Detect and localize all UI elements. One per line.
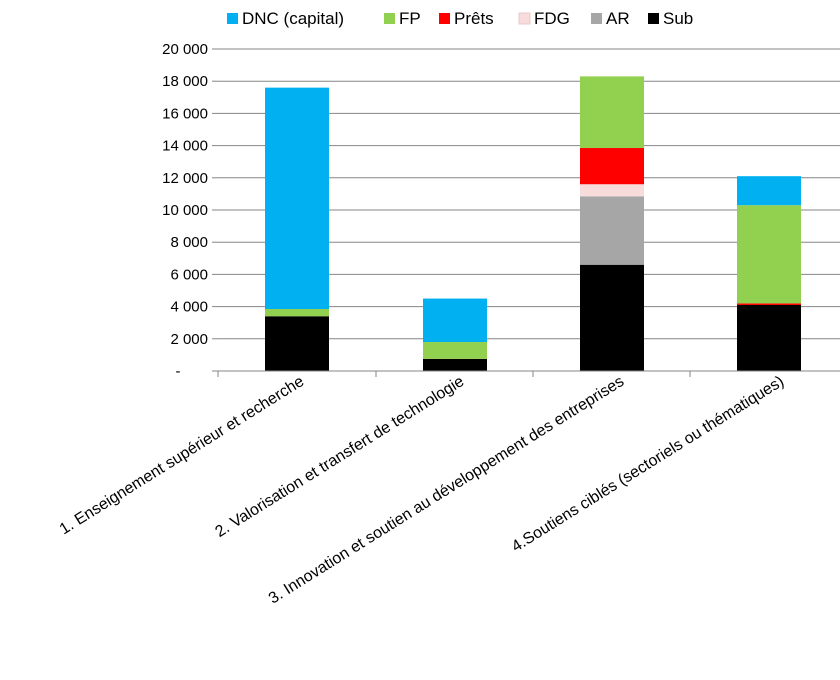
bar-segment-fp	[737, 205, 801, 304]
y-tick-label: 6 000	[170, 266, 208, 283]
y-tick-label: 16 000	[162, 105, 208, 122]
legend-label-prets: Prêts	[454, 9, 494, 28]
bar-segment-dnc-capital	[423, 298, 487, 343]
legend-label-fdg: FDG	[534, 9, 570, 28]
bar-segment-dnc-capital	[737, 176, 801, 206]
legend-label-sub: Sub	[663, 9, 693, 28]
y-tick-label: 8 000	[170, 234, 208, 251]
bar-segment-sub	[265, 316, 329, 371]
bar-segment-sub	[423, 358, 487, 371]
y-tick-label: 12 000	[162, 170, 208, 187]
bar-segment-fp	[423, 342, 487, 359]
legend-swatch-prets	[439, 13, 450, 24]
bar-segment-ar	[580, 196, 644, 265]
legend-label-ar: AR	[606, 9, 630, 28]
y-tick-label: 14 000	[162, 138, 208, 155]
x-axis-category-labels: 1. Enseignement supérieur et recherche2.…	[57, 373, 787, 608]
bar-segment-fp	[580, 76, 644, 149]
y-tick-label: -	[176, 363, 181, 380]
y-tick-label: 18 000	[162, 73, 208, 90]
bar-segment-fp	[265, 309, 329, 317]
legend-swatch-fp	[384, 13, 395, 24]
x-category-label: 3. Innovation et soutien au développemen…	[266, 373, 627, 608]
legend-swatch-dnc-capital	[227, 13, 238, 24]
legend-swatch-fdg	[518, 12, 531, 25]
bar-segment-sub	[580, 264, 644, 371]
y-tick-label: 4 000	[170, 299, 208, 316]
x-axis	[217, 370, 840, 377]
bar-segment-prets	[580, 148, 644, 185]
y-axis-ticks: - 2 000 4 000 6 000 8 000 10 000 12 000 14 000 1…	[162, 41, 218, 380]
chart-legend: DNC (capital) FP Prêts FDG AR Sub	[227, 9, 693, 28]
chart-bars	[265, 76, 801, 371]
legend-label-fp: FP	[399, 9, 421, 28]
legend-swatch-sub	[648, 13, 659, 24]
bar-segment-fdg	[580, 184, 644, 197]
bar-segment-dnc-capital	[265, 87, 329, 310]
y-tick-label: 20 000	[162, 41, 208, 58]
bar-segment-prets	[737, 303, 801, 305]
bar-segment-sub	[737, 304, 801, 371]
x-category-label: 4.Soutiens ciblés (sectoriels ou thémati…	[509, 373, 787, 556]
x-category-label: 2. Valorisation et transfert de technolo…	[212, 373, 467, 541]
legend-label-dnc-capital: DNC (capital)	[242, 9, 344, 28]
y-tick-label: 2 000	[170, 331, 208, 348]
legend-swatch-ar	[591, 13, 602, 24]
x-category-label: 1. Enseignement supérieur et recherche	[57, 373, 307, 538]
y-tick-label: 10 000	[162, 202, 208, 219]
